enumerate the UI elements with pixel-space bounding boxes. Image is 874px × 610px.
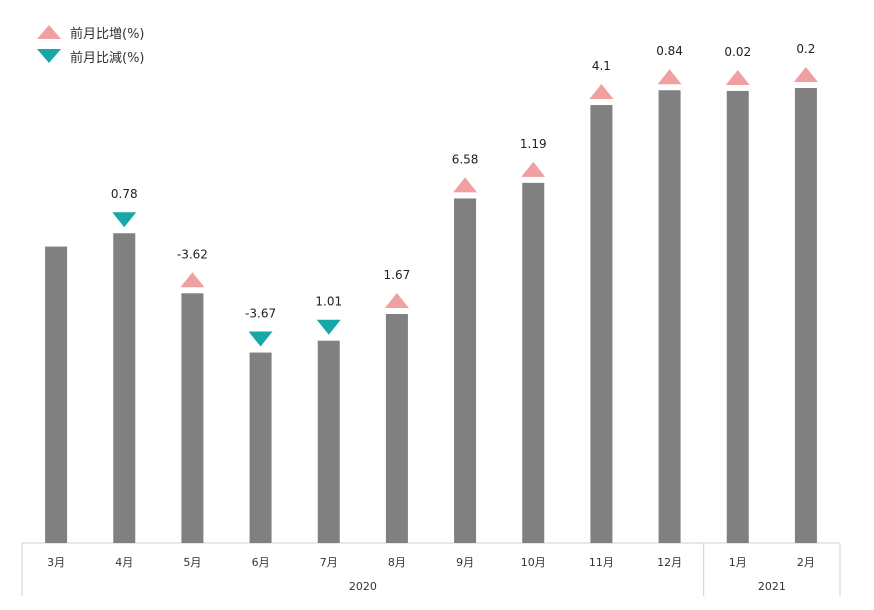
bar — [181, 293, 204, 543]
data-label: 0.2 — [796, 42, 815, 56]
bar — [113, 233, 136, 543]
bar — [317, 340, 340, 543]
data-label: -3.67 — [245, 307, 276, 321]
bar — [794, 88, 817, 543]
change-down-marker — [316, 319, 341, 335]
x-tick-label: 8月 — [388, 556, 406, 569]
x-tick-label: 10月 — [521, 556, 546, 569]
change-up-marker — [180, 272, 205, 288]
x-tick-label: 9月 — [456, 556, 474, 569]
bar — [522, 182, 545, 543]
x-tick-label: 7月 — [320, 556, 338, 569]
legend-up-label: 前月比増(%) — [70, 26, 145, 42]
bar — [590, 105, 613, 543]
year-label: 2021 — [758, 580, 786, 593]
change-up-marker — [725, 69, 750, 85]
legend-down-label: 前月比減(%) — [70, 50, 145, 66]
change-down-marker — [112, 212, 137, 228]
data-label: 1.01 — [315, 295, 342, 309]
change-up-marker — [453, 177, 478, 193]
bar — [658, 90, 681, 543]
data-label: -3.62 — [177, 247, 208, 261]
triangle-down-icon — [37, 49, 61, 63]
data-label: 6.58 — [452, 152, 479, 166]
data-label: 0.84 — [656, 44, 683, 58]
legend-item-up: 前月比増(%) — [36, 20, 145, 44]
data-label: 1.19 — [520, 137, 547, 151]
x-tick-label: 4月 — [115, 556, 133, 569]
triangle-up-icon — [37, 25, 61, 39]
bar — [454, 198, 477, 543]
change-up-marker — [589, 84, 614, 100]
change-up-marker — [793, 67, 818, 82]
x-tick-label: 5月 — [183, 556, 201, 569]
bar — [249, 352, 272, 543]
bar — [385, 314, 408, 543]
bar — [726, 90, 749, 543]
change-down-marker — [248, 331, 273, 347]
change-up-marker — [521, 161, 546, 177]
change-up-marker — [657, 69, 682, 85]
data-label: 1.67 — [384, 268, 411, 282]
data-label: 4.1 — [592, 59, 611, 73]
data-label: 0.02 — [724, 45, 751, 59]
x-tick-label: 12月 — [657, 556, 682, 569]
x-tick-label: 3月 — [47, 556, 65, 569]
x-tick-label: 2月 — [797, 556, 815, 569]
x-tick-label: 6月 — [252, 556, 270, 569]
bar — [45, 246, 68, 543]
data-label: 0.78 — [111, 187, 138, 201]
legend-item-down: 前月比減(%) — [36, 44, 145, 68]
change-up-marker — [384, 293, 409, 309]
x-tick-label: 11月 — [589, 556, 614, 569]
chart-legend: 前月比増(%) 前月比減(%) — [36, 20, 145, 68]
x-tick-label: 1月 — [729, 556, 747, 569]
year-label: 2020 — [349, 580, 377, 593]
